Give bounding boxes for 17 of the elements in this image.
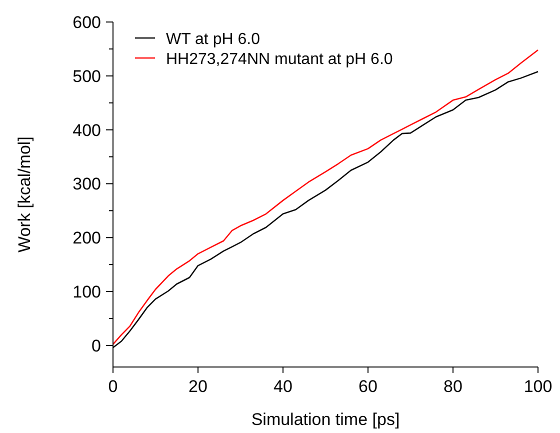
x-tick-label: 60 [358, 377, 378, 396]
y-tick-label: 400 [72, 120, 101, 140]
x-tick-label: 100 [524, 377, 552, 396]
x-tick-label: 40 [274, 377, 292, 396]
y-tick-label: 500 [72, 66, 101, 86]
y-tick-label: 300 [72, 174, 101, 194]
y-tick-label: 200 [72, 228, 101, 248]
x-tick-label: 80 [444, 377, 462, 396]
y-tick-label: 100 [72, 282, 101, 302]
y-tick-label: 0 [92, 336, 101, 356]
legend-label: WT at pH 6.0 [166, 31, 260, 48]
y-axis-title: Work [kcal/mol] [15, 136, 34, 252]
x-tick-label: 20 [188, 377, 208, 396]
x-axis-title: Simulation time [ps] [251, 410, 400, 429]
x-tick-label: 0 [108, 377, 118, 396]
legend-label: HH273,274NN mutant at pH 6.0 [166, 51, 393, 68]
y-tick-label: 600 [72, 13, 101, 32]
